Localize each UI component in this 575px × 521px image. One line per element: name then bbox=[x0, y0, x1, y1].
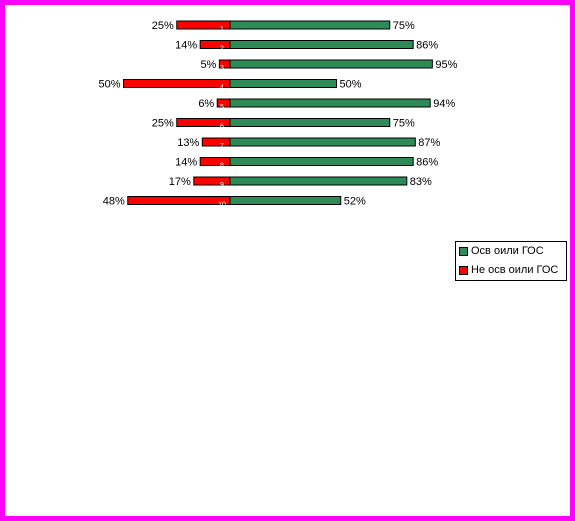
data-label-mastered-10: 52% bbox=[344, 196, 366, 208]
data-label-not-mastered-10: 48% bbox=[103, 196, 125, 208]
data-label-mastered-4: 50% bbox=[340, 79, 362, 91]
data-label-not-mastered-7: 13% bbox=[177, 137, 199, 149]
data-label-not-mastered-3: 5% bbox=[200, 59, 216, 71]
bar-mastered-2 bbox=[229, 40, 414, 49]
bar-mastered-3 bbox=[229, 59, 433, 69]
bar-mastered-6 bbox=[229, 118, 391, 127]
category-label-4: 4 bbox=[220, 85, 224, 92]
data-label-mastered-1: 75% bbox=[393, 20, 415, 32]
data-label-not-mastered-4: 50% bbox=[98, 79, 120, 91]
bar-mastered-8 bbox=[229, 157, 414, 166]
data-label-not-mastered-6: 25% bbox=[152, 118, 174, 130]
bar-not-mastered-7 bbox=[201, 137, 231, 147]
data-label-mastered-6: 75% bbox=[393, 118, 415, 130]
bar-mastered-10 bbox=[229, 196, 342, 205]
data-label-mastered-5: 94% bbox=[433, 98, 455, 110]
bar-mastered-9 bbox=[229, 176, 408, 186]
bar-not-mastered-4 bbox=[123, 79, 231, 88]
category-label-9: 9 bbox=[220, 182, 224, 189]
bar-not-mastered-2 bbox=[199, 40, 231, 49]
data-label-mastered-9: 83% bbox=[410, 176, 432, 188]
category-label-6: 6 bbox=[220, 124, 224, 131]
data-label-not-mastered-9: 17% bbox=[169, 176, 191, 188]
category-label-10: 10 bbox=[218, 202, 226, 209]
legend-label-mastered: Осв оили ГОС bbox=[471, 245, 544, 257]
data-label-not-mastered-1: 25% bbox=[152, 20, 174, 32]
category-label-2: 2 bbox=[220, 46, 224, 53]
bar-not-mastered-10 bbox=[127, 196, 231, 205]
bar-not-mastered-8 bbox=[199, 157, 231, 166]
legend-item-mastered: Осв оили ГОС bbox=[459, 244, 544, 258]
data-label-mastered-3: 95% bbox=[435, 59, 457, 71]
data-label-mastered-7: 87% bbox=[418, 137, 440, 149]
legend-swatch-not-mastered bbox=[459, 265, 468, 275]
bar-mastered-7 bbox=[229, 137, 416, 147]
category-label-3: 3 bbox=[220, 65, 224, 72]
legend-label-not-mastered: Не осв оили ГОС bbox=[471, 264, 559, 276]
category-label-1: 1 bbox=[220, 26, 224, 33]
data-label-not-mastered-5: 6% bbox=[198, 98, 214, 110]
legend-item-not-mastered: Не осв оили ГОС bbox=[459, 263, 558, 277]
category-label-7: 7 bbox=[220, 143, 224, 150]
data-label-mastered-2: 86% bbox=[416, 40, 438, 52]
chart-legend: Осв оили ГОС Не осв оили ГОС bbox=[455, 241, 567, 281]
data-label-mastered-8: 86% bbox=[416, 157, 438, 169]
category-label-5: 5 bbox=[220, 104, 224, 111]
data-label-not-mastered-8: 14% bbox=[175, 157, 197, 169]
data-label-not-mastered-2: 14% bbox=[175, 40, 197, 52]
legend-swatch-mastered bbox=[459, 246, 468, 256]
bar-mastered-4 bbox=[229, 79, 337, 88]
bar-mastered-1 bbox=[229, 20, 391, 30]
bar-not-mastered-9 bbox=[193, 176, 231, 186]
category-label-8: 8 bbox=[220, 163, 224, 170]
bar-mastered-5 bbox=[229, 98, 431, 108]
